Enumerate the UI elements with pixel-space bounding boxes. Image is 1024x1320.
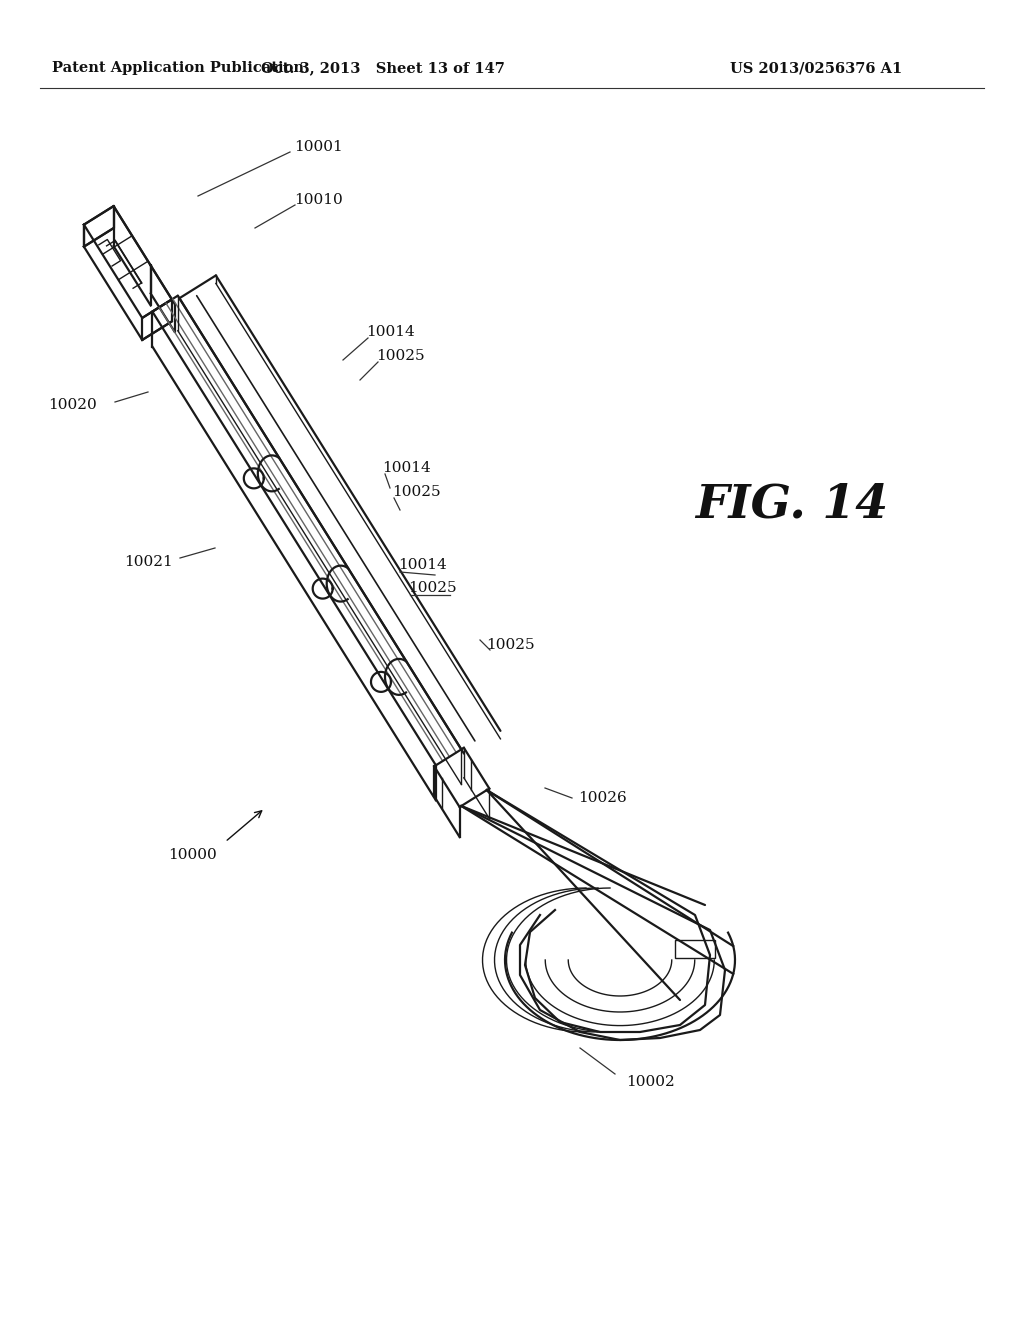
Text: 10001: 10001	[294, 140, 342, 154]
Text: 10014: 10014	[383, 461, 431, 475]
Text: Oct. 3, 2013   Sheet 13 of 147: Oct. 3, 2013 Sheet 13 of 147	[261, 61, 505, 75]
Text: 10002: 10002	[626, 1074, 675, 1089]
Text: FIG. 14: FIG. 14	[695, 482, 888, 528]
Text: 10000: 10000	[168, 847, 216, 862]
Bar	[675, 940, 715, 958]
Text: 10025: 10025	[376, 348, 424, 363]
Text: 10014: 10014	[366, 325, 415, 339]
Text: 10014: 10014	[397, 558, 446, 572]
Text: Patent Application Publication: Patent Application Publication	[52, 61, 304, 75]
Text: 10021: 10021	[124, 554, 172, 569]
Text: 10025: 10025	[392, 484, 440, 499]
Text: 10010: 10010	[294, 193, 342, 207]
Text: US 2013/0256376 A1: US 2013/0256376 A1	[730, 61, 902, 75]
Text: 10025: 10025	[485, 638, 535, 652]
Text: 10025: 10025	[408, 581, 457, 595]
Text: 10026: 10026	[578, 791, 627, 805]
Text: 10020: 10020	[48, 399, 96, 412]
